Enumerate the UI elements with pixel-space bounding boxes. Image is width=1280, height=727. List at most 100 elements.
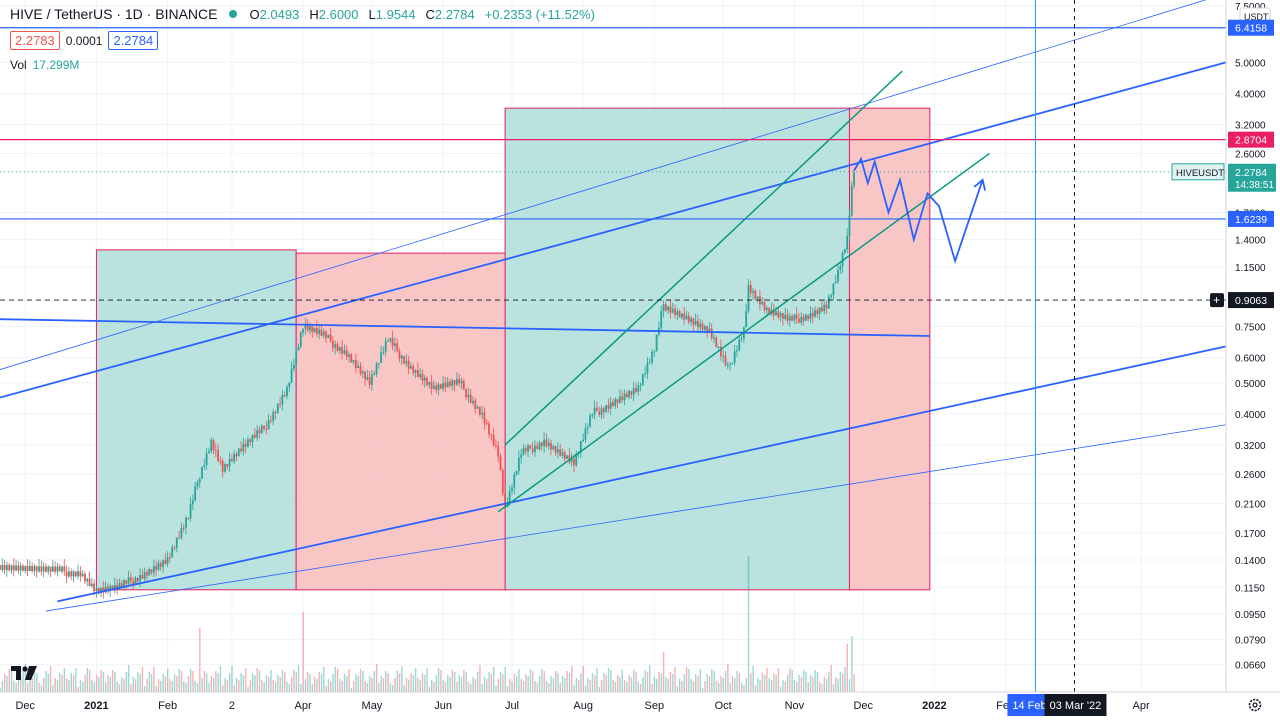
candle-body xyxy=(380,352,383,363)
candle-body xyxy=(584,428,587,440)
volume-label[interactable]: Vol xyxy=(10,58,27,72)
volume-bar xyxy=(548,683,550,692)
tradingview-logo-icon[interactable] xyxy=(10,662,38,684)
volume-bar xyxy=(591,673,594,692)
chart-settings-gear-icon[interactable] xyxy=(1248,698,1262,712)
candle-body xyxy=(157,563,160,570)
candle-body xyxy=(439,384,442,389)
candle-body xyxy=(635,388,637,392)
candle-body xyxy=(345,350,348,357)
candle-body xyxy=(221,461,224,472)
price-tick-label: 1.1500 xyxy=(1235,263,1266,274)
volume-bar xyxy=(45,671,47,692)
candle-body xyxy=(779,313,782,318)
price-tick-label: 0.2100 xyxy=(1235,500,1266,511)
candle-body xyxy=(107,586,109,592)
volume-bar xyxy=(245,668,247,692)
volume-bar xyxy=(8,669,10,692)
candle-body xyxy=(97,588,100,594)
volume-bar xyxy=(573,685,575,692)
candle-body xyxy=(430,381,433,389)
volume-bar xyxy=(258,670,261,692)
candle-body xyxy=(745,311,748,328)
price-axis: 7.50005.00004.00003.20002.60001.70001.40… xyxy=(1171,0,1280,727)
volume-bar xyxy=(357,676,359,692)
candle-body xyxy=(511,487,513,491)
level-price-badge: +0.9063 xyxy=(1210,292,1274,309)
candle-body xyxy=(63,566,66,572)
candle-body xyxy=(403,355,405,364)
candle-body xyxy=(366,377,369,380)
candle-body xyxy=(488,423,490,435)
candle-body xyxy=(242,443,245,452)
time-tick-label: 2021 xyxy=(84,700,108,712)
volume-bar xyxy=(311,684,314,692)
candle-body xyxy=(669,306,672,313)
volume-bar xyxy=(490,674,493,692)
volume-bar xyxy=(192,671,194,692)
candle-body xyxy=(561,452,564,456)
time-tick-label: Nov xyxy=(785,700,805,712)
volume-bar xyxy=(566,671,568,692)
volume-bar xyxy=(577,680,580,692)
volume-bar xyxy=(15,683,17,692)
volume-bar xyxy=(718,683,720,692)
ohlc-change: +0.2353 (+11.52%) xyxy=(484,6,596,22)
candle-body xyxy=(596,407,598,412)
volume-bar xyxy=(118,684,121,692)
candle-body xyxy=(768,307,771,314)
candle-body xyxy=(205,453,208,466)
volume-bar xyxy=(545,681,548,692)
symbol-title[interactable]: HIVE / TetherUS · 1D · BINANCE xyxy=(10,6,218,22)
volume-bar xyxy=(313,677,316,692)
volume-bar xyxy=(130,684,132,692)
volume-bar xyxy=(476,672,479,692)
volume-bar xyxy=(203,671,206,692)
volume-bar xyxy=(293,670,295,692)
volume-bar xyxy=(683,674,685,692)
candle-body xyxy=(598,411,601,415)
volume-bar xyxy=(54,678,56,692)
volume-bar xyxy=(102,672,105,692)
volume-bar xyxy=(676,686,679,692)
volume-legend: Vol 17.299M xyxy=(10,58,79,72)
candle-body xyxy=(162,560,164,567)
candle-body xyxy=(738,339,741,351)
volume-bar xyxy=(506,686,509,692)
volume-bar xyxy=(458,675,460,692)
volume-bar xyxy=(56,680,59,692)
volume-bar xyxy=(614,682,617,692)
candle-body xyxy=(322,331,325,336)
candle-body xyxy=(600,408,603,415)
volume-bar xyxy=(300,684,302,692)
last-price-value: 2.2784 xyxy=(1235,167,1267,179)
volume-bar xyxy=(132,677,134,692)
symbol-tag-bg xyxy=(1171,163,1225,181)
candle-body xyxy=(614,399,617,406)
volume-bar xyxy=(536,683,539,692)
candle-body xyxy=(674,308,676,315)
volume-bar xyxy=(509,679,511,692)
candle-body xyxy=(54,566,57,572)
candle-body xyxy=(791,316,793,321)
volume-bar xyxy=(467,682,470,692)
trendline xyxy=(57,345,1227,603)
candle-body xyxy=(807,314,810,319)
level-badge-label: 2.8704 xyxy=(1235,135,1267,147)
volume-bar xyxy=(419,680,421,692)
volume-bar xyxy=(630,677,633,692)
sell-price-button[interactable]: 2.2783 xyxy=(10,31,60,50)
volume-bar xyxy=(757,678,759,692)
volume-bar xyxy=(61,675,63,692)
volume-bar xyxy=(49,666,52,692)
volume-bar xyxy=(0,688,1,692)
candle-body xyxy=(226,464,229,467)
buy-price-button[interactable]: 2.2784 xyxy=(108,31,159,50)
candle-body xyxy=(118,583,121,590)
volume-bar xyxy=(561,676,564,692)
volume-bar xyxy=(375,664,378,692)
candle-body xyxy=(304,324,307,329)
volume-bar xyxy=(79,680,82,692)
